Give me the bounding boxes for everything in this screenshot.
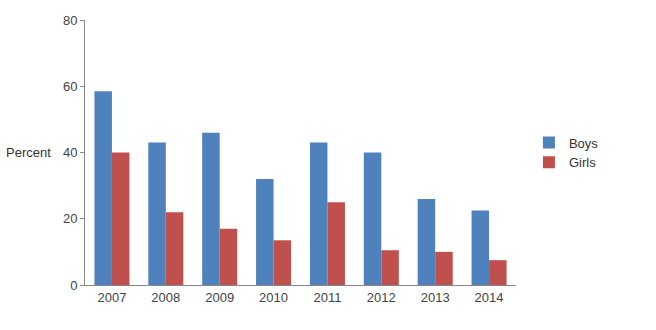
svg-text:20: 20 (63, 211, 77, 226)
svg-text:2007: 2007 (97, 290, 126, 305)
svg-text:2009: 2009 (205, 290, 234, 305)
svg-text:2011: 2011 (313, 290, 341, 305)
svg-text:Girls: Girls (569, 155, 596, 170)
svg-text:Boys: Boys (569, 136, 598, 151)
svg-text:0: 0 (70, 278, 77, 293)
svg-text:80: 80 (63, 13, 77, 28)
svg-text:Percent: Percent (6, 145, 51, 160)
svg-text:40: 40 (63, 145, 77, 160)
svg-text:2010: 2010 (259, 290, 288, 305)
svg-text:2008: 2008 (151, 290, 180, 305)
svg-text:2013: 2013 (421, 290, 450, 305)
svg-text:2012: 2012 (367, 290, 396, 305)
svg-text:2014: 2014 (475, 290, 504, 305)
svg-text:60: 60 (63, 79, 77, 94)
